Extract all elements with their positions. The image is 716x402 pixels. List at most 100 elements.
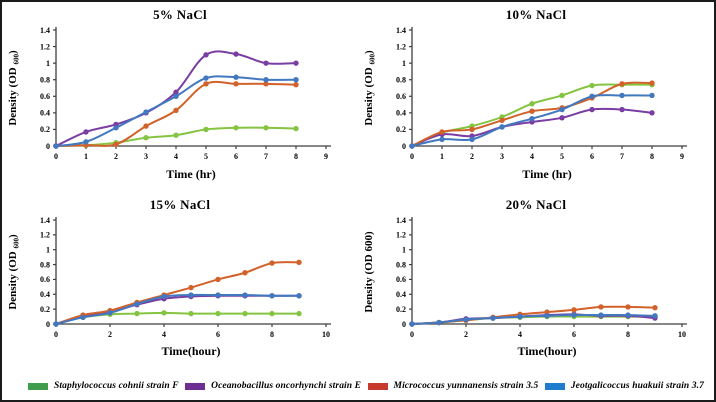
x-tick-label: 8	[650, 152, 654, 161]
chart-panel-10pct-nacl: 10% NaCl 0 0.2 0.4 0.6 0.8 1 1.2 1.4 0 1 2 3 4 5 6 7 8 9 T…	[358, 2, 714, 192]
y-tick-label: 0.4	[396, 109, 406, 118]
series-line	[411, 83, 653, 147]
series-marker	[293, 60, 299, 66]
series-marker	[625, 304, 631, 310]
series-marker	[83, 129, 89, 135]
legend-swatch-blue	[544, 382, 565, 390]
x-tick-label: 10	[678, 330, 686, 339]
series-marker	[589, 93, 595, 99]
series-marker	[559, 106, 565, 113]
y-axis-label-text: Density (OD 600)	[363, 231, 375, 313]
x-tick-label: 9	[324, 152, 328, 161]
x-tick-label: 2	[470, 152, 474, 161]
y-tick-label: 0	[46, 320, 50, 329]
series-marker	[625, 312, 631, 318]
series-marker	[529, 101, 535, 107]
series-marker	[529, 115, 535, 122]
series-marker	[188, 292, 194, 298]
series-marker	[215, 292, 221, 298]
legend-item-micrococcus: Micrococcus yunnanensis strain 3.5	[367, 381, 539, 391]
y-tick-label: 1.4	[40, 216, 50, 225]
series-marker	[619, 81, 625, 87]
y-tick-label: 0.8	[396, 260, 406, 269]
chart-title-20pct: 20% NaCl	[505, 197, 567, 212]
y-axis-label-subscript: 600	[369, 54, 377, 65]
x-tick-label: 8	[270, 330, 274, 339]
x-tick-label: 2	[464, 330, 468, 339]
series-marker	[113, 125, 119, 131]
chart-title-5pct: 5% NaCl	[153, 7, 207, 22]
series-marker	[53, 143, 59, 149]
y-tick-label: 0.6	[396, 275, 406, 284]
y-tick-label: 1	[402, 246, 406, 255]
chart-panel-20pct-nacl: 20% NaCl 0 0.2 0.4 0.6 0.8 1 1.2 1.4 0 2 4 6 8 10 Time…	[358, 192, 714, 372]
y-tick-label: 0.8	[40, 260, 50, 269]
y-tick-label: 1.2	[396, 231, 406, 240]
series-markers	[409, 92, 655, 149]
x-tick-label: 4	[174, 152, 178, 161]
chart-canvas-20pct: 0 0.2 0.4 0.6 0.8 1 1.2 1.4 0 2 4 6 8 10 Time(hour) Den…	[358, 212, 714, 372]
series-marker	[469, 126, 475, 133]
y-axis-label: Density (OD 600)	[7, 234, 21, 310]
y-tick-label: 1	[402, 59, 406, 68]
y-tick-label: 1.4	[396, 26, 406, 35]
y-axis-label-suffix: )	[7, 50, 19, 54]
series-marker	[161, 310, 167, 316]
y-tick-label: 0.4	[40, 290, 50, 299]
series-marker	[134, 301, 140, 307]
y-axis-label: Density (OD 600)	[363, 50, 377, 126]
legend-label: Jeotgalicoccus huakuii strain 3.7	[570, 381, 704, 391]
series-marker	[161, 293, 167, 300]
y-tick-label: 0.4	[396, 290, 406, 299]
x-tick-label: 6	[234, 152, 238, 161]
y-tick-label: 1.2	[40, 42, 50, 51]
x-tick-label: 6	[572, 330, 576, 339]
y-tick-label: 0.6	[40, 275, 50, 284]
series-marker	[242, 292, 248, 298]
series-marker	[233, 74, 239, 80]
series-marker	[173, 132, 179, 138]
series-marker	[242, 310, 248, 317]
y-tick-label: 0.8	[396, 76, 406, 85]
series-marker	[544, 309, 550, 315]
legend-label: Micrococcus yunnanensis strain 3.5	[393, 381, 539, 391]
y-tick-label: 1	[46, 59, 50, 68]
series-marker	[296, 259, 302, 266]
x-tick-label: 0	[54, 152, 58, 161]
series-marker	[649, 110, 655, 116]
x-axis-label: Time (hr)	[166, 167, 215, 181]
series-marker	[215, 310, 221, 317]
series-marker	[269, 293, 275, 299]
series-marker	[544, 313, 550, 319]
series-marker	[53, 321, 59, 327]
series-marker	[529, 108, 535, 114]
y-tick-label: 1.2	[40, 231, 50, 240]
y-axis-label-suffix: )	[363, 50, 375, 54]
series-marker	[173, 89, 179, 95]
series-marker	[107, 310, 113, 316]
legend-swatch-red	[367, 382, 388, 390]
series-marker	[263, 60, 269, 66]
series-marker	[589, 82, 595, 89]
y-tick-label: 0	[402, 320, 406, 329]
series-markers	[53, 74, 299, 149]
y-tick-label: 0.6	[40, 92, 50, 101]
legend: Staphylococcus cohnii strain F Oceanobac…	[2, 372, 714, 400]
series-line	[411, 314, 656, 325]
series-marker	[499, 124, 505, 130]
series-line	[55, 294, 300, 325]
x-axis-label: Time (hr)	[522, 167, 571, 181]
legend-swatch-purple	[185, 382, 206, 390]
series-marker	[649, 80, 655, 86]
series-markers	[409, 312, 658, 327]
series-marker	[649, 92, 655, 99]
x-tick-label: 8	[294, 152, 298, 161]
legend-label: Staphylococcus cohnii strain F	[54, 381, 179, 391]
series-marker	[188, 310, 194, 317]
series-marker	[242, 270, 248, 276]
chart-title-15pct: 15% NaCl	[149, 197, 211, 212]
y-tick-label: 0.4	[40, 109, 50, 118]
x-axis-label: Time(hour)	[161, 344, 220, 358]
series-marker	[296, 293, 302, 299]
